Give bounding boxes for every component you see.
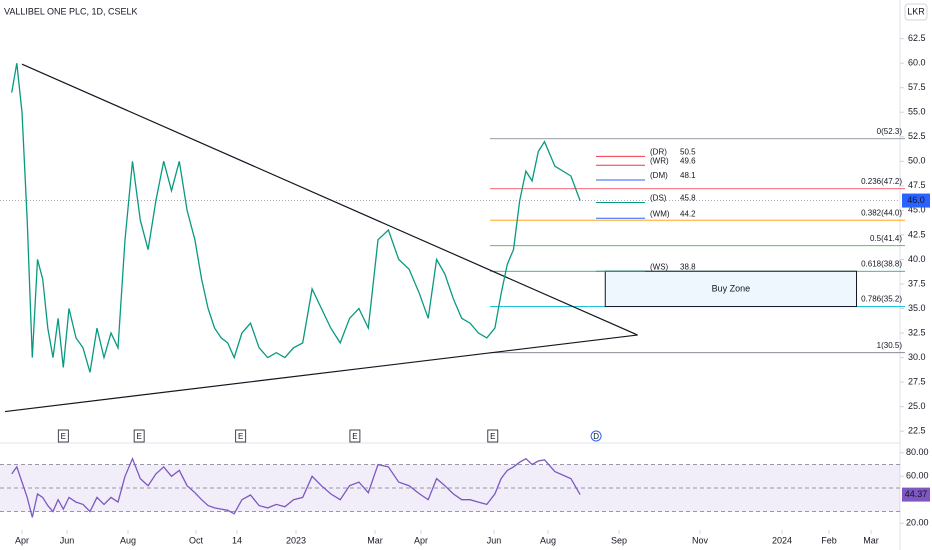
event-badge [235,429,247,443]
event-badge [349,429,361,443]
rsi-y-tick-label: 60.00 [906,471,929,481]
currency-box[interactable] [904,3,928,21]
x-tick-label: Mar [863,535,879,545]
pivot-name: (DR) [650,148,667,157]
current-value-tag [902,193,930,208]
y-tick-label: 47.5 [908,180,926,190]
event-badge [487,429,499,443]
pivot-name: (DM) [650,171,668,180]
pivot-name: (DS) [650,194,667,203]
buy-zone-label: Buy Zone [712,283,751,293]
fib-label: 0.5(41.4) [870,234,902,243]
buy-zone [604,270,858,308]
x-tick-label: Apr [414,535,428,545]
fib-label: 0.382(44.0) [861,208,902,217]
trendline [21,63,638,336]
y-tick-label: 27.5 [908,376,926,386]
current-value-label: 46.0 [907,195,925,205]
fib-label: 0.236(47.2) [861,177,902,186]
pivot-value: 44.2 [680,209,696,218]
series-line [11,63,581,373]
pivot-value: 38.8 [680,262,696,271]
fib-label: 0(52.3) [877,127,903,136]
x-tick-label: Nov [692,535,709,545]
currency[interactable]: LKR [907,6,925,16]
y-tick-label: 37.5 [908,278,926,288]
current-value-tag [902,487,930,502]
event-label: E [352,432,357,441]
y-tick-label: 50.0 [908,156,926,166]
x-tick-label: 14 [232,535,242,545]
fib-label: 0.786(35.2) [861,295,902,304]
y-tick-label: 30.0 [908,352,926,362]
pivot-name: (WS) [650,262,669,271]
event-badge [590,430,602,442]
x-tick-label: Apr [15,535,29,545]
y-tick-label: 45.0 [908,205,926,215]
trendline [4,334,638,413]
pivot-name: (WM) [650,209,670,218]
pivot-value: 48.1 [680,171,696,180]
event-label: E [490,432,495,441]
y-tick-label: 62.5 [908,33,926,43]
fib-label: 0.618(38.8) [861,259,902,268]
x-tick-label: Jun [60,535,75,545]
y-tick-label: 40.0 [908,254,926,264]
rsi-y-tick-label: 80.00 [906,447,929,457]
fib-label: 1(30.5) [877,341,903,350]
event-label: D [593,432,599,441]
series-line [11,456,581,518]
x-tick-label: Mar [367,535,383,545]
y-tick-label: 42.5 [908,229,926,239]
x-tick-label: Sep [611,535,627,545]
x-tick-label: 2024 [772,535,792,545]
pivot-name: (WR) [650,156,669,165]
x-tick-label: Aug [540,535,556,545]
pivot-value: 49.6 [680,156,696,165]
x-tick-label: Aug [120,535,136,545]
current-value-label: 44.37 [905,489,928,499]
event-label: E [238,432,243,441]
y-tick-label: 57.5 [908,82,926,92]
pivot-value: 50.5 [680,148,696,157]
y-tick-label: 52.5 [908,131,926,141]
y-tick-label: 60.0 [908,58,926,68]
symbol-title: VALLIBEL ONE PLC, 1D, CSELK [4,6,138,16]
x-tick-label: Feb [821,535,837,545]
pivot-value: 45.8 [680,194,696,203]
y-tick-label: 22.5 [908,426,926,436]
x-tick-label: 2023 [286,535,306,545]
x-tick-label: Oct [189,535,204,545]
event-badge [133,429,145,443]
y-tick-label: 35.0 [908,303,926,313]
event-label: E [61,432,66,441]
y-tick-label: 32.5 [908,327,926,337]
y-tick-label: 55.0 [908,107,926,117]
rsi-y-tick-label: 20.00 [906,518,929,528]
event-badge [57,429,69,443]
event-label: E [136,432,141,441]
y-tick-label: 25.0 [908,401,926,411]
x-tick-label: Jun [487,535,502,545]
